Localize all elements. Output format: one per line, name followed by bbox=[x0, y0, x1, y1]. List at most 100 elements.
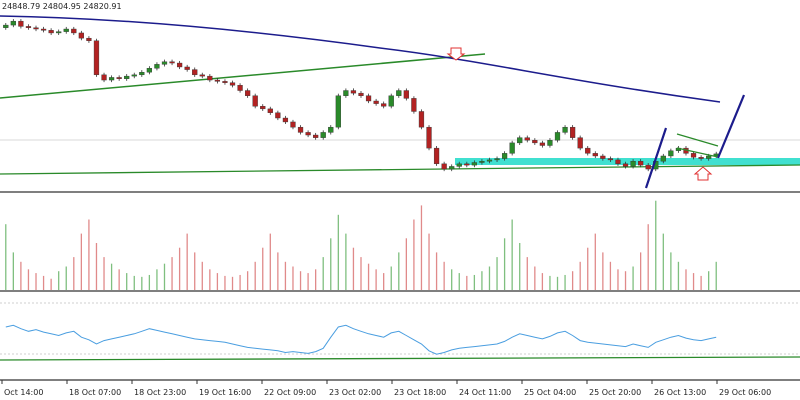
candle-body bbox=[124, 75, 130, 79]
flag-lower-line bbox=[676, 147, 719, 158]
candle-body bbox=[245, 90, 251, 96]
candle-body bbox=[335, 95, 341, 128]
candle-body bbox=[290, 121, 296, 128]
candle-body bbox=[622, 163, 629, 167]
candle-body bbox=[592, 153, 598, 157]
x-tick-label: 26 Oct 13:00 bbox=[654, 388, 706, 397]
projection-up-line bbox=[716, 94, 746, 159]
candle-body bbox=[433, 147, 440, 165]
candle-body bbox=[562, 126, 568, 133]
candle-body bbox=[10, 20, 16, 26]
x-tick-label: 25 Oct 04:00 bbox=[524, 388, 576, 397]
ohlc-readout: 24848.79 24804.95 24820.91 bbox=[2, 2, 122, 11]
candle-body bbox=[161, 61, 168, 65]
x-tick-label: 19 Oct 16:00 bbox=[199, 388, 251, 397]
candle-body bbox=[668, 150, 674, 157]
candle-body bbox=[78, 32, 84, 39]
x-tick-label: 23 Oct 02:00 bbox=[329, 388, 381, 397]
candle-body bbox=[267, 108, 273, 113]
candle-body bbox=[615, 159, 621, 165]
candle-body bbox=[350, 90, 357, 94]
x-tick-label: 23 Oct 18:00 bbox=[394, 388, 446, 397]
candle-body bbox=[237, 85, 243, 91]
candle-body bbox=[169, 61, 175, 64]
candle-body bbox=[418, 111, 425, 128]
candle-body bbox=[139, 72, 145, 76]
x-axis: Oct 14:00 18 Oct 07:00 18 Oct 23:00 19 Oct … bbox=[1, 380, 771, 397]
candle-body bbox=[365, 95, 372, 102]
candle-body bbox=[494, 158, 500, 161]
candle-body bbox=[426, 126, 432, 149]
candle-body bbox=[40, 28, 47, 31]
x-tick-label: 18 Oct 07:00 bbox=[69, 388, 121, 397]
candle-body bbox=[18, 20, 24, 27]
flag-upper-line bbox=[676, 133, 719, 147]
candle-body bbox=[464, 163, 470, 166]
candle-body bbox=[199, 74, 205, 77]
candle-body bbox=[116, 77, 122, 79]
candle-body bbox=[93, 40, 100, 76]
candle-body bbox=[456, 163, 462, 167]
candle-body bbox=[449, 166, 455, 170]
candle-body bbox=[396, 90, 402, 96]
candle-body bbox=[229, 82, 236, 86]
down-arrow-icon bbox=[446, 47, 466, 61]
candle-body bbox=[411, 98, 417, 112]
candle-body bbox=[570, 126, 576, 138]
moving-average-line bbox=[0, 15, 721, 103]
rsi-trend-line bbox=[0, 356, 800, 361]
candle-body bbox=[25, 26, 32, 28]
candle-body bbox=[577, 137, 583, 149]
x-tick-label: 29 Oct 06:00 bbox=[719, 388, 771, 397]
candle-body bbox=[524, 137, 530, 141]
candle-body bbox=[192, 69, 198, 76]
x-tick-label: 24 Oct 11:00 bbox=[459, 388, 511, 397]
up-arrow-icon bbox=[693, 166, 713, 181]
x-tick-label: 18 Oct 23:00 bbox=[134, 388, 186, 397]
candle-body bbox=[539, 142, 546, 146]
candle-body bbox=[547, 140, 553, 146]
candle-body bbox=[645, 164, 651, 170]
candle-body bbox=[222, 81, 228, 83]
candle-body bbox=[358, 92, 364, 96]
candle-body bbox=[471, 162, 477, 166]
candle-body bbox=[690, 153, 697, 158]
volume-series bbox=[5, 200, 717, 290]
candle-body bbox=[71, 28, 77, 34]
candle-body bbox=[660, 155, 666, 162]
support-trend-line bbox=[0, 164, 800, 175]
candle-body bbox=[509, 142, 515, 154]
candle-body bbox=[63, 28, 69, 32]
candle-body bbox=[532, 140, 538, 144]
candle-body bbox=[214, 79, 221, 82]
candle-body bbox=[3, 24, 9, 28]
candle-body bbox=[252, 95, 258, 107]
candle-body bbox=[101, 74, 107, 81]
candle-body bbox=[486, 159, 493, 162]
support-zone bbox=[455, 158, 800, 165]
candle-body bbox=[275, 112, 281, 119]
rising-trend-line bbox=[0, 53, 486, 99]
impulse-up-line bbox=[644, 127, 668, 189]
x-tick-label: Oct 14:00 bbox=[4, 388, 43, 397]
candle-body bbox=[388, 95, 394, 107]
candle-body bbox=[260, 106, 266, 110]
candlestick-series bbox=[3, 19, 719, 172]
candle-body bbox=[305, 132, 311, 136]
candle-body bbox=[282, 117, 289, 123]
candle-body bbox=[706, 155, 712, 159]
candle-body bbox=[48, 30, 54, 34]
candle-body bbox=[313, 134, 319, 138]
candle-body bbox=[297, 126, 304, 133]
candle-body bbox=[479, 161, 485, 163]
x-tick-label: 25 Oct 20:00 bbox=[589, 388, 641, 397]
candle-body bbox=[638, 161, 644, 166]
candle-body bbox=[517, 137, 523, 144]
candle-body bbox=[207, 75, 213, 81]
candle-body bbox=[403, 90, 409, 99]
candle-body bbox=[56, 31, 62, 34]
candle-body bbox=[184, 66, 190, 70]
